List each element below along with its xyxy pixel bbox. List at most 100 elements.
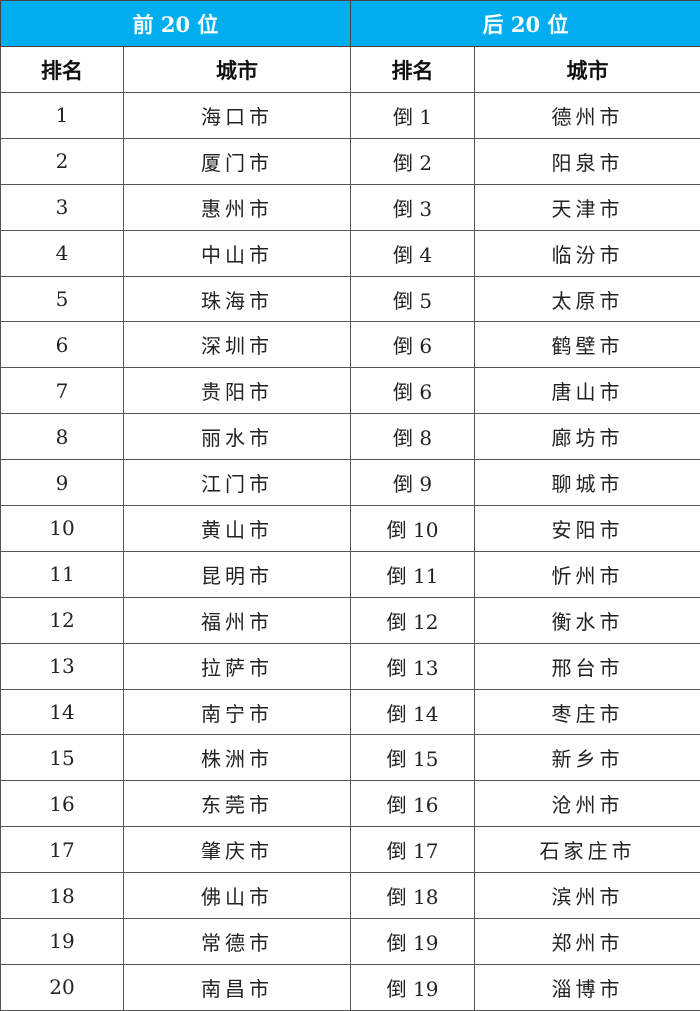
top-rank-cell: 10 [0,505,124,552]
top-city-cell: 常德市 [122,918,352,965]
bottom-city-cell: 唐山市 [474,367,700,415]
top-rank-cell: 11 [0,550,124,598]
top-city-cell: 肇庆市 [122,826,352,874]
bottom-city-cell: 新乡市 [474,734,700,782]
bottom-city-cell: 廊坊市 [474,413,700,461]
bottom-rank-cell: 倒 4 [350,229,476,277]
top-rank-cell: 9 [0,459,124,507]
column-header-rank: 排名 [0,46,124,93]
top-rank-cell: 2 [0,137,124,185]
column-header-rank: 排名 [350,46,476,93]
bottom-city-cell: 德州市 [474,92,700,139]
bottom-rank-cell: 倒 17 [350,826,476,874]
top-city-cell: 福州市 [122,596,352,644]
table-row: 6 深圳市倒 6 鹤壁市 [0,321,700,369]
top-rank-cell: 1 [0,92,124,139]
top-city-cell: 东莞市 [122,780,352,828]
top-city-cell: 黄山市 [122,505,352,552]
top-city-cell: 南宁市 [122,688,352,736]
table-row: 13 拉萨市倒 13 邢台市 [0,642,700,690]
bottom-city-cell: 郑州市 [474,918,700,965]
bottom-city-cell: 沧州市 [474,780,700,828]
bottom-rank-cell: 倒 14 [350,688,476,736]
top-city-cell: 株洲市 [122,734,352,782]
top-rank-cell: 15 [0,734,124,782]
bottom-rank-cell: 倒 3 [350,183,476,231]
group-header-row: 前 20 位 后 20 位 [0,0,700,47]
top-rank-cell: 4 [0,229,124,277]
top-city-cell: 中山市 [122,229,352,277]
bottom-city-cell: 衡水市 [474,596,700,644]
bottom-rank-cell: 倒 13 [350,642,476,690]
top-rank-cell: 17 [0,826,124,874]
table-row: 9 江门市倒 9 聊城市 [0,459,700,507]
bottom-city-cell: 临汾市 [474,229,700,277]
table-row: 14 南宁市倒 14 枣庄市 [0,688,700,736]
top-rank-cell: 13 [0,642,124,690]
top-rank-cell: 6 [0,321,124,369]
bottom-city-cell: 石家庄市 [474,826,700,874]
bottom-city-cell: 枣庄市 [474,688,700,736]
table-row: 17 肇庆市倒 17 石家庄市 [0,826,700,874]
top-city-cell: 贵阳市 [122,367,352,415]
bottom-rank-cell: 倒 10 [350,505,476,552]
table-row: 15 株洲市倒 15 新乡市 [0,734,700,782]
table-row: 8 丽水市倒 8 廊坊市 [0,413,700,461]
top-city-cell: 丽水市 [122,413,352,461]
bottom-rank-cell: 倒 5 [350,275,476,323]
table-row: 1 海口市倒 1 德州市 [0,92,700,139]
bottom-city-cell: 太原市 [474,275,700,323]
top-rank-cell: 18 [0,872,124,920]
top-rank-cell: 5 [0,275,124,323]
bottom-city-cell: 安阳市 [474,505,700,552]
top-city-cell: 佛山市 [122,872,352,920]
top-rank-cell: 19 [0,918,124,965]
top-rank-cell: 3 [0,183,124,231]
bottom-rank-cell: 倒 19 [350,963,476,1011]
top-rank-cell: 8 [0,413,124,461]
bottom-rank-cell: 倒 16 [350,780,476,828]
group-header-bottom-20: 后 20 位 [350,0,700,47]
top-rank-cell: 16 [0,780,124,828]
column-header-city: 城市 [122,46,352,93]
bottom-rank-cell: 倒 15 [350,734,476,782]
table-row: 2 厦门市倒 2 阳泉市 [0,137,700,185]
table-row: 19 常德市倒 19 郑州市 [0,918,700,965]
bottom-rank-cell: 倒 8 [350,413,476,461]
top-city-cell: 南昌市 [122,963,352,1011]
bottom-rank-cell: 倒 6 [350,321,476,369]
top-city-cell: 深圳市 [122,321,352,369]
top-city-cell: 珠海市 [122,275,352,323]
bottom-rank-cell: 倒 6 [350,367,476,415]
table-row: 11 昆明市倒 11 忻州市 [0,550,700,598]
top-city-cell: 惠州市 [122,183,352,231]
bottom-rank-cell: 倒 1 [350,92,476,139]
top-city-cell: 拉萨市 [122,642,352,690]
bottom-rank-cell: 倒 11 [350,550,476,598]
column-header-city: 城市 [474,46,700,93]
bottom-city-cell: 淄博市 [474,963,700,1011]
top-city-cell: 厦门市 [122,137,352,185]
bottom-city-cell: 聊城市 [474,459,700,507]
table-row: 20 南昌市倒 19 淄博市 [0,963,700,1011]
top-city-cell: 海口市 [122,92,352,139]
bottom-city-cell: 阳泉市 [474,137,700,185]
table-row: 7 贵阳市倒 6 唐山市 [0,367,700,415]
top-rank-cell: 7 [0,367,124,415]
bottom-city-cell: 鹤壁市 [474,321,700,369]
top-city-cell: 江门市 [122,459,352,507]
table-row: 5 珠海市倒 5 太原市 [0,275,700,323]
table-row: 3 惠州市倒 3 天津市 [0,183,700,231]
group-header-top-20: 前 20 位 [0,0,352,47]
table-row: 16 东莞市倒 16 沧州市 [0,780,700,828]
bottom-city-cell: 天津市 [474,183,700,231]
table-row: 10 黄山市倒 10 安阳市 [0,505,700,552]
column-header-row: 排名 城市 排名 城市 [0,46,700,93]
table-row: 18 佛山市倒 18 滨州市 [0,872,700,920]
bottom-rank-cell: 倒 12 [350,596,476,644]
table-row: 4 中山市倒 4 临汾市 [0,229,700,277]
top-rank-cell: 20 [0,963,124,1011]
bottom-rank-cell: 倒 9 [350,459,476,507]
bottom-city-cell: 忻州市 [474,550,700,598]
